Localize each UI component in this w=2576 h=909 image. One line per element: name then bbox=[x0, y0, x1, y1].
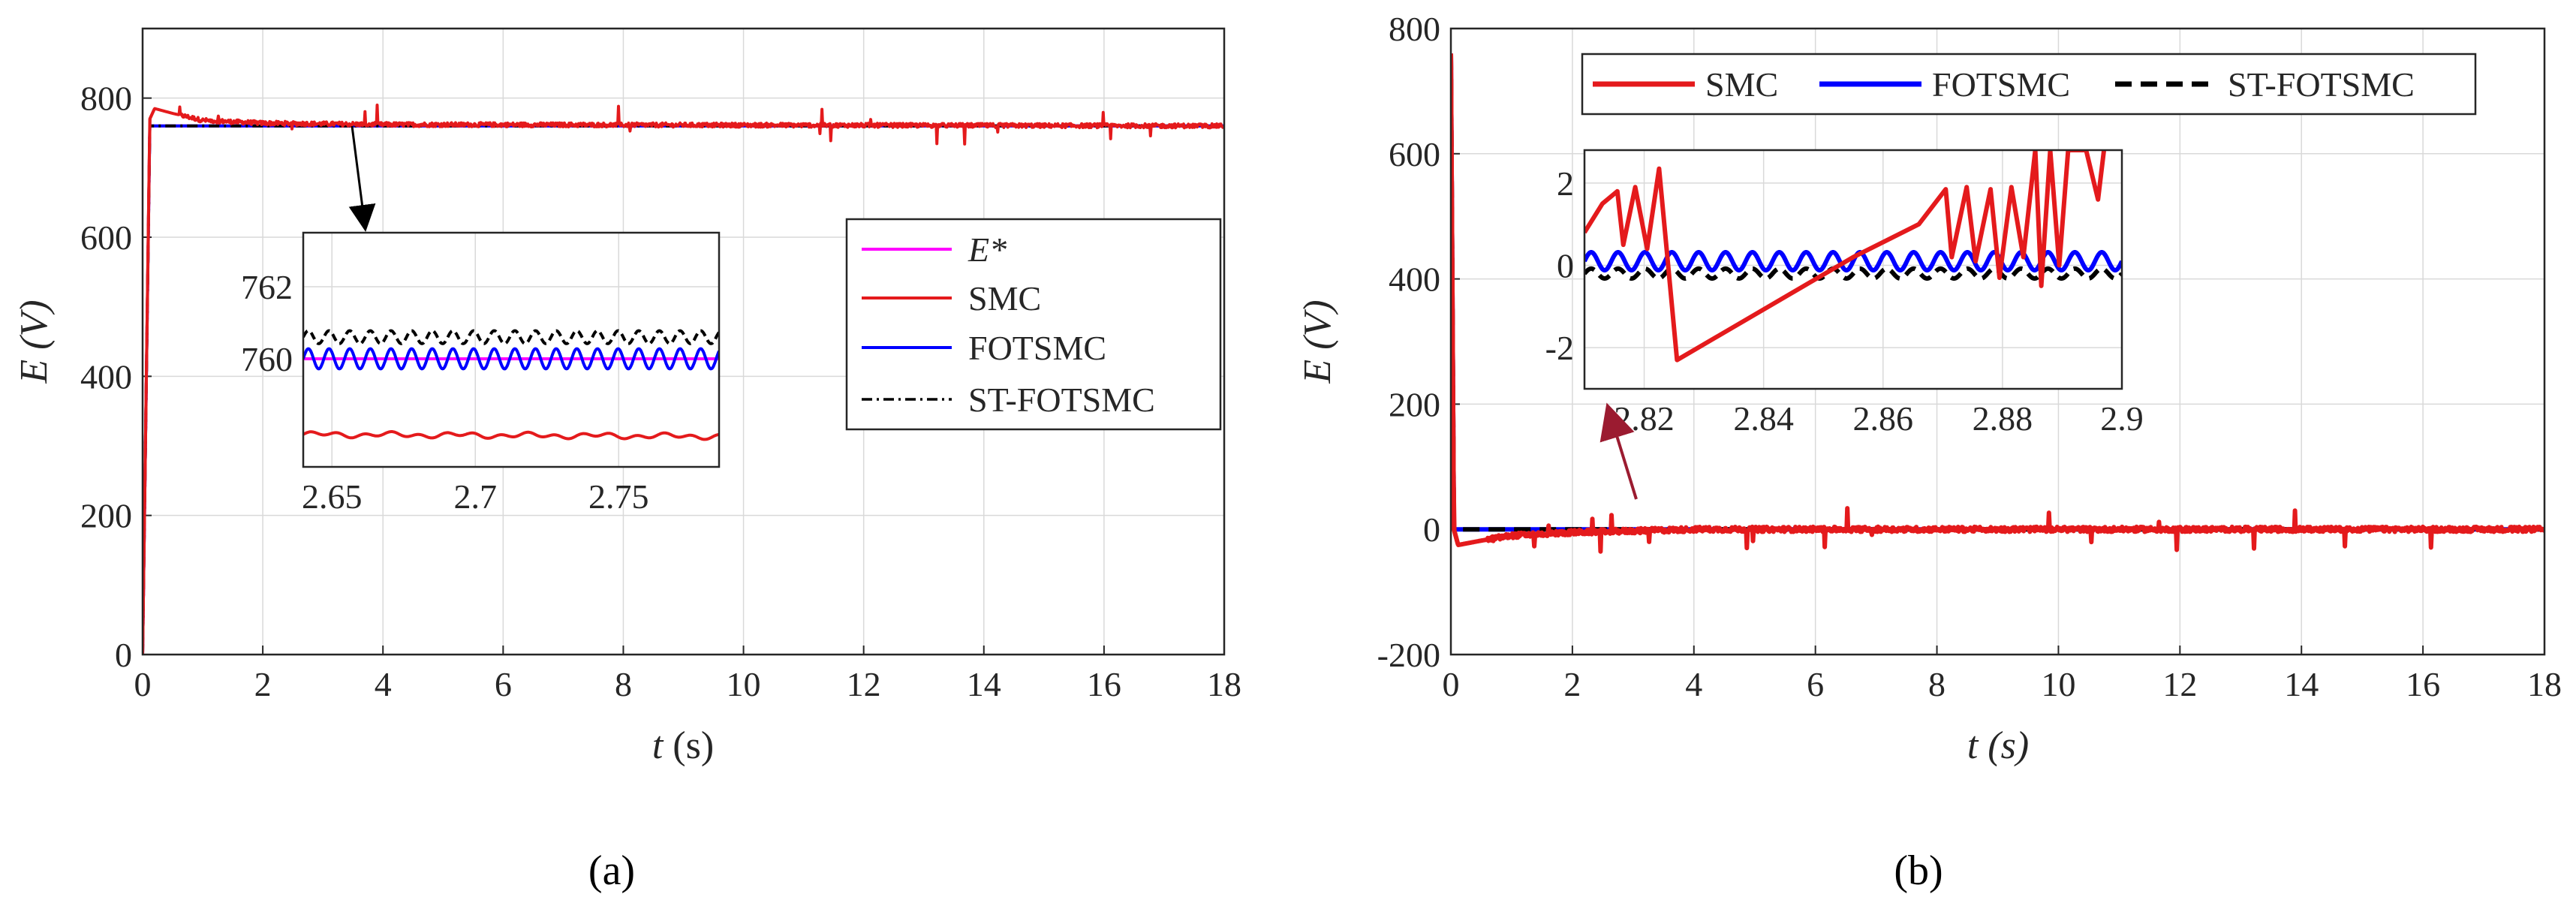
inset-y-tick-label: 760 bbox=[241, 340, 293, 378]
chart-panel-a: 0 2 4 6 8 10 12 14 16 18 0 200 400 600 800 E (V) t (s)… bbox=[13, 27, 1241, 894]
series-line-smc bbox=[143, 104, 1224, 655]
y-tick-label: 800 bbox=[1389, 10, 1440, 48]
x-tick-label: 18 bbox=[2527, 665, 2562, 703]
x-tick-label: 0 bbox=[1443, 665, 1460, 703]
y-tick-label: 600 bbox=[1389, 135, 1440, 173]
legend-a-label-stfotsmc: ST-FOTSMC bbox=[968, 381, 1155, 419]
inset-x-tick-label: 2.84 bbox=[1733, 399, 1794, 438]
legend-b-box bbox=[1581, 53, 2477, 116]
caption-a: (a) bbox=[588, 847, 635, 894]
series-group-a bbox=[143, 104, 1224, 655]
legend-a-label-smc: SMC bbox=[968, 279, 1041, 318]
y-tick-label: 200 bbox=[80, 497, 132, 535]
y-tick-label: 600 bbox=[80, 218, 132, 257]
inset-series-line-st-fotsmc bbox=[1584, 266, 2122, 281]
x-tick-label: 18 bbox=[1207, 665, 1241, 703]
inset-series-line-fotsmc bbox=[1584, 250, 2122, 272]
inset-series-b bbox=[1584, 150, 2122, 363]
x-tick-label: 6 bbox=[1807, 665, 1824, 703]
x-tick-label: 8 bbox=[1928, 665, 1946, 703]
legend-b-label-fotsmc: FOTSMC bbox=[1932, 65, 2070, 104]
inset-x-tick-label: 2.65 bbox=[302, 477, 363, 516]
xlabel-b-unit: (s) bbox=[1988, 724, 2029, 767]
xlabel-b-var: t bbox=[1967, 724, 1979, 767]
inset-y-tick-label: -2 bbox=[1545, 329, 1574, 367]
inset-b: 2.82 2.84 2.86 2.88 2.9 -2 0 2 bbox=[1545, 149, 2144, 438]
inset-x-tick-label: 2.82 bbox=[1614, 399, 1675, 438]
inset-series-line-smc bbox=[303, 430, 719, 441]
legend-a-box bbox=[845, 218, 1222, 431]
tick-labels-a: 0 2 4 6 8 10 12 14 16 18 0 200 400 600 800 bbox=[80, 80, 1241, 703]
caption-b: (b) bbox=[1894, 847, 1943, 894]
series-group-b bbox=[1451, 53, 2544, 554]
plot-frame-a bbox=[141, 27, 1226, 656]
x-tick-label: 14 bbox=[2284, 665, 2319, 703]
inset-series-line-smc bbox=[1584, 150, 2107, 363]
legend-a-label-estar: E* bbox=[968, 230, 1007, 269]
y-tick-label: -200 bbox=[1377, 636, 1440, 674]
inset-frame-a bbox=[302, 231, 721, 468]
x-tick-label: 16 bbox=[1087, 665, 1121, 703]
inset-x-tick-label: 2.88 bbox=[1973, 399, 2033, 438]
inset-x-tick-label: 2.86 bbox=[1853, 399, 1914, 438]
inset-x-tick-label: 2.7 bbox=[453, 477, 497, 516]
inset-y-tick-label: 0 bbox=[1557, 247, 1574, 285]
x-tick-label: 2 bbox=[1563, 665, 1581, 703]
y-tick-label: 0 bbox=[1423, 510, 1440, 549]
x-tick-label: 4 bbox=[1685, 665, 1702, 703]
x-tick-label: 0 bbox=[134, 665, 152, 703]
inset-series-line-st-fotsmc bbox=[303, 329, 719, 345]
plot-frame-b bbox=[1449, 27, 2546, 656]
x-tick-label: 6 bbox=[495, 665, 512, 703]
inset-a: 2.65 2.7 2.75 760 762 bbox=[241, 231, 721, 516]
x-tick-label: 4 bbox=[375, 665, 392, 703]
x-tick-label: 12 bbox=[2162, 665, 2197, 703]
x-tick-label: 14 bbox=[967, 665, 1001, 703]
legend-b-label-stfotsmc: ST-FOTSMC bbox=[2228, 65, 2415, 104]
xlabel-a-unit: (s) bbox=[673, 724, 714, 767]
inset-tick-labels-a: 2.65 2.7 2.75 760 762 bbox=[241, 268, 649, 516]
ylabel-b: E (V) bbox=[1296, 299, 1339, 384]
inset-y-tick-label: 762 bbox=[241, 268, 293, 306]
zoom-arrow-a bbox=[348, 125, 376, 232]
inset-frame-b bbox=[1583, 149, 2123, 390]
x-tick-label: 12 bbox=[847, 665, 881, 703]
inset-tick-labels-b: 2.82 2.84 2.86 2.88 2.9 -2 0 2 bbox=[1545, 164, 2144, 438]
inset-y-tick-label: 2 bbox=[1557, 164, 1574, 203]
x-tick-label: 2 bbox=[254, 665, 272, 703]
inset-series-line-fotsmc bbox=[303, 347, 719, 371]
ylabel-a: E (V) bbox=[13, 299, 56, 384]
x-tick-label: 10 bbox=[727, 665, 761, 703]
legend-a: E* SMC FOTSMC ST-FOTSMC bbox=[845, 218, 1222, 431]
inset-x-tick-label: 2.75 bbox=[588, 477, 649, 516]
x-tick-label: 8 bbox=[615, 665, 632, 703]
legend-a-label-fotsmc: FOTSMC bbox=[968, 329, 1106, 367]
xlabel-a: t (s) bbox=[652, 724, 714, 767]
xlabel-b: t (s) bbox=[1967, 724, 2029, 767]
y-tick-label: 200 bbox=[1389, 385, 1440, 423]
xlabel-a-var: t bbox=[652, 724, 664, 767]
legend-b: SMC FOTSMC ST-FOTSMC bbox=[1581, 53, 2477, 116]
y-tick-label: 0 bbox=[115, 636, 132, 674]
zoom-arrow-b bbox=[1599, 402, 1638, 500]
y-tick-label: 800 bbox=[80, 80, 132, 118]
inset-series-a bbox=[303, 329, 719, 441]
inset-x-tick-label: 2.9 bbox=[2100, 399, 2144, 438]
series-line-smc bbox=[1451, 53, 2544, 554]
y-tick-label: 400 bbox=[80, 357, 132, 396]
x-tick-label: 16 bbox=[2406, 665, 2440, 703]
y-tick-label: 400 bbox=[1389, 260, 1440, 299]
x-tick-label: 10 bbox=[2041, 665, 2075, 703]
legend-b-label-smc: SMC bbox=[1705, 65, 1778, 104]
